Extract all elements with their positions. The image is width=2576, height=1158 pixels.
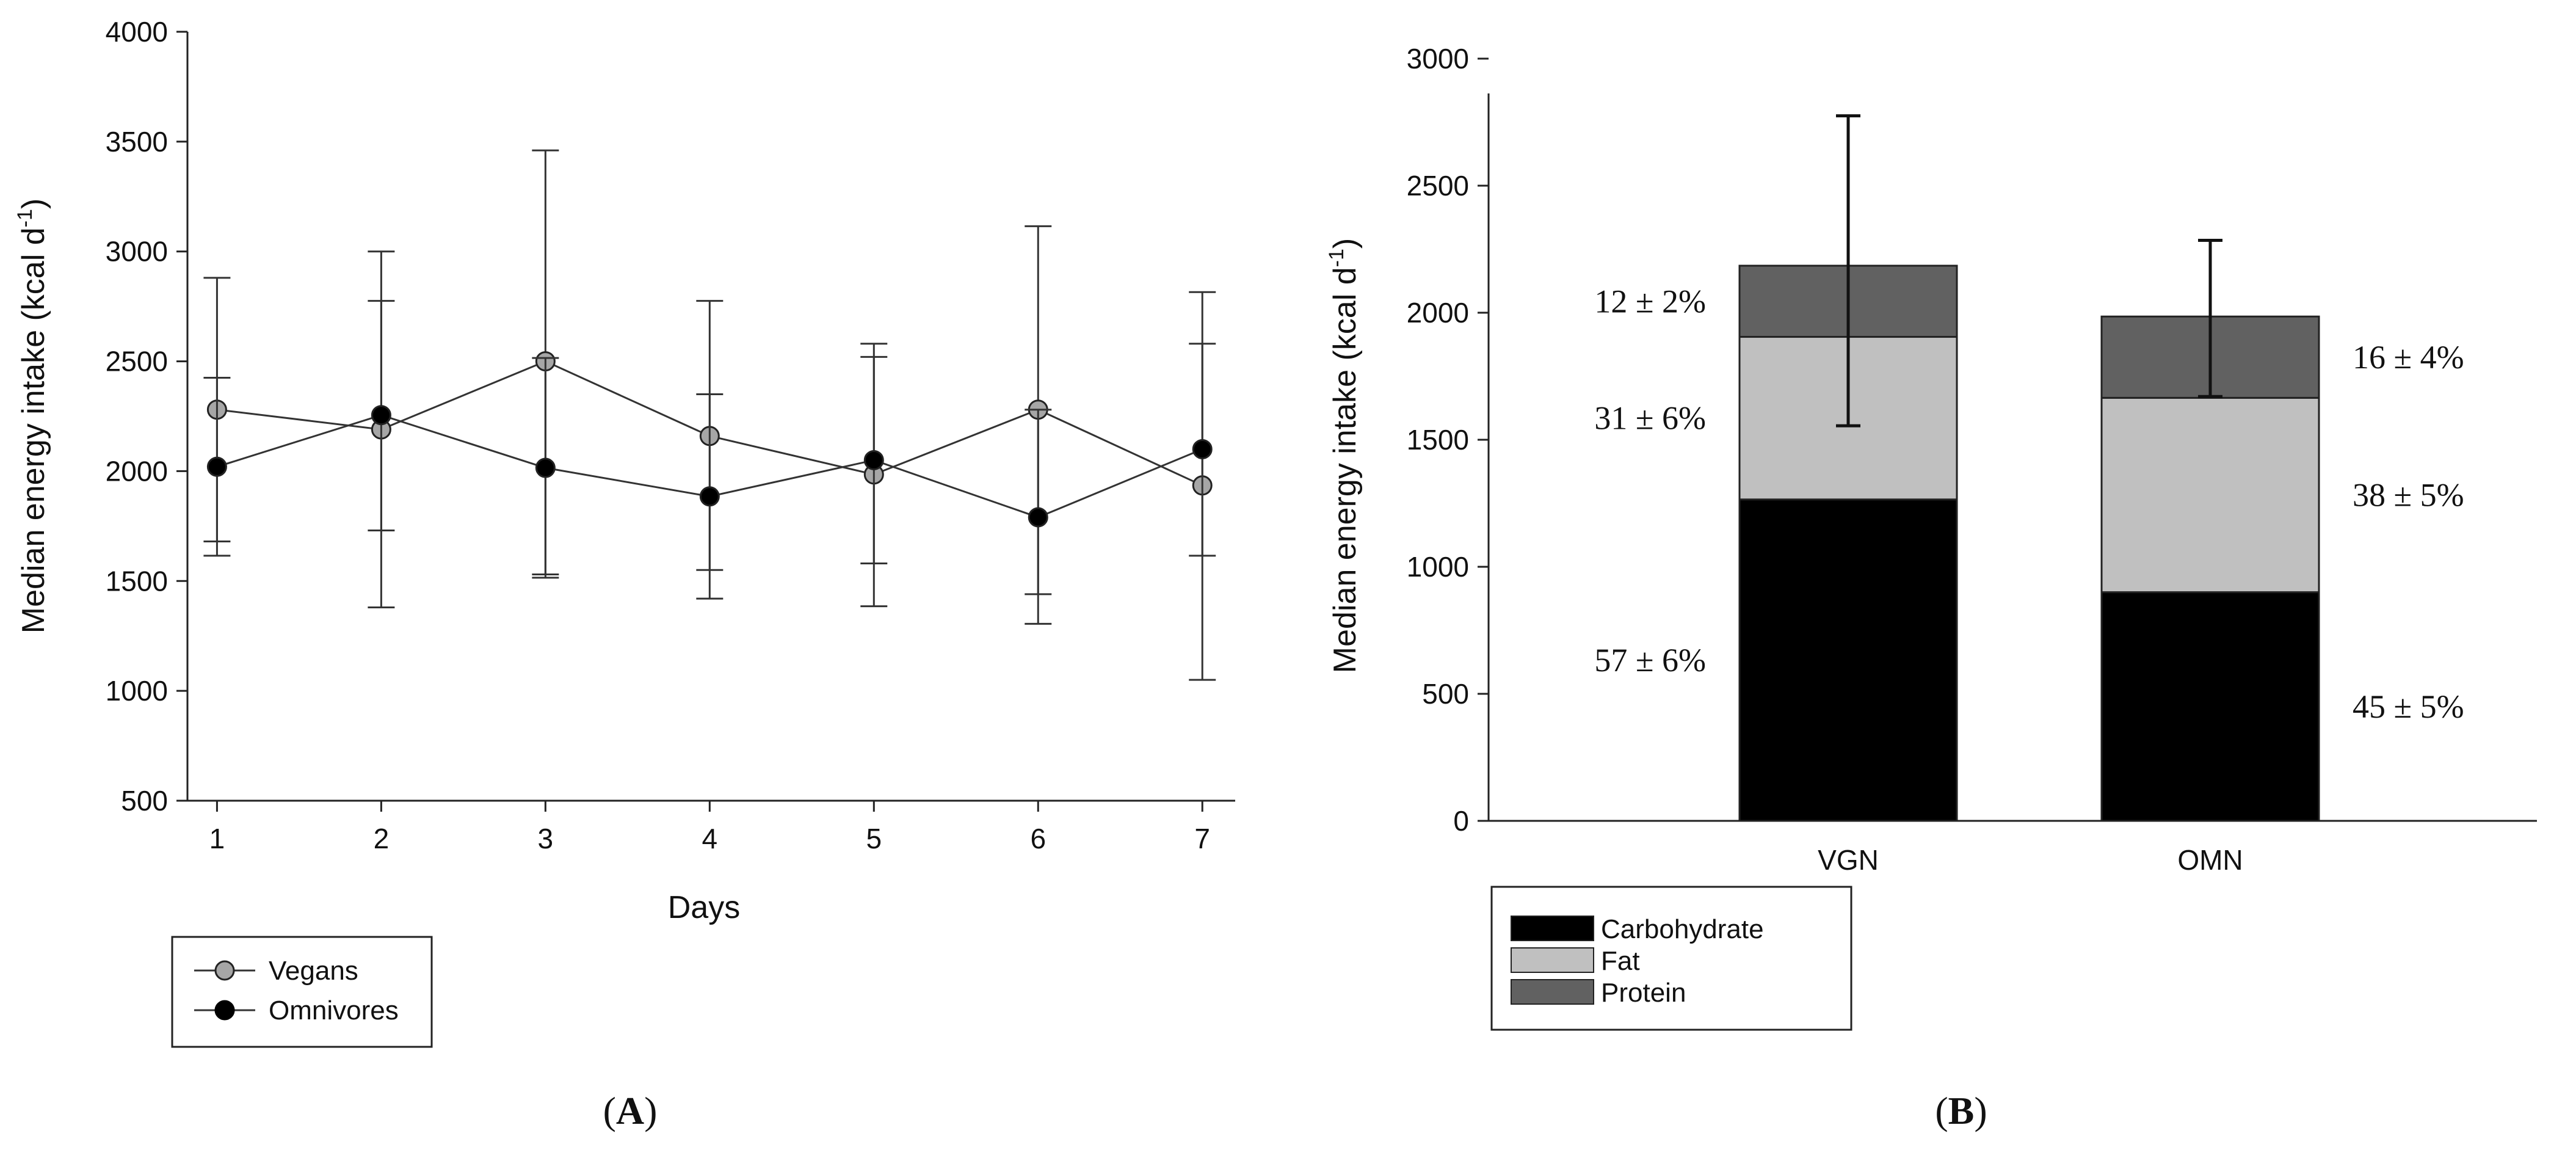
panel-a-legend-box	[171, 936, 433, 1048]
y-tick-label: 4000	[106, 16, 168, 48]
legend-carbohydrate-swatch	[1511, 916, 1594, 941]
panel-b-bars	[1738, 114, 2320, 822]
y-tick-label: 0	[1453, 805, 1469, 837]
x-tick-label: VGN	[1818, 844, 1879, 876]
pct-label-omn-fat: 38 ± 5%	[2353, 476, 2464, 513]
y-tick-label: 3000	[106, 236, 168, 268]
data-point-omnivores	[1192, 439, 1213, 459]
panel-b-x-axis-ticks: VGN OMN	[1818, 844, 2243, 876]
panel-a-y-axis-ticks: 500 1000 1500 2000 2500 3000 3500 4000	[106, 16, 187, 817]
bar-omn-fat	[2100, 396, 2320, 594]
y-tick-label: 500	[1422, 678, 1469, 710]
x-tick-label: 1	[209, 823, 225, 854]
legend-protein-label: Protein	[1601, 978, 1686, 1008]
series-omnivores	[203, 300, 1216, 625]
legend-fat-swatch	[1511, 947, 1594, 973]
y-tick-label: 2500	[106, 346, 168, 377]
panel-a-x-axis-title: Days	[668, 890, 740, 925]
y-tick-label: 3500	[106, 126, 168, 158]
data-point-omnivores	[371, 405, 391, 426]
legend-omnivores-label: Omnivores	[269, 996, 399, 1025]
y-tick-label: 2500	[1407, 170, 1469, 202]
legend-fat-label: Fat	[1601, 946, 1640, 976]
x-tick-label: 4	[702, 823, 718, 854]
bar-vgn-carbohydrate	[1738, 498, 1958, 822]
y-tick-label: 1000	[1407, 551, 1469, 583]
panel-a-series	[203, 149, 1216, 681]
pct-label-omn-protein: 16 ± 4%	[2353, 339, 2464, 376]
legend-carbohydrate-label: Carbohydrate	[1601, 914, 1764, 944]
y-tick-label: 1000	[106, 675, 168, 707]
x-tick-label: 2	[374, 823, 390, 854]
data-point-omnivores	[699, 486, 720, 507]
panel-a-x-axis-ticks: 1 2 3 4 5 6 7	[209, 801, 1210, 854]
bar-omn-carbohydrate	[2100, 591, 2320, 822]
y-tick-label: 2000	[1407, 297, 1469, 329]
pct-label-omn-carbohydrate: 45 ± 5%	[2353, 688, 2464, 725]
data-point-omnivores	[863, 450, 884, 470]
y-tick-label: 1500	[106, 565, 168, 597]
panel-b-percentage-labels: 57 ± 6% 31 ± 6% 12 ± 2% 45 ± 5% 38 ± 5% 16 ± …	[1594, 283, 2464, 725]
data-point-omnivores	[535, 457, 556, 478]
y-tick-label: 1500	[1407, 424, 1469, 456]
legend-vegans-label: Vegans	[269, 956, 358, 986]
x-tick-label: 6	[1030, 823, 1046, 854]
legend-vegans-marker	[214, 960, 235, 981]
y-tick-label: 500	[121, 785, 168, 817]
pct-label-vgn-protein: 12 ± 2%	[1594, 283, 1706, 319]
x-tick-label: 3	[538, 823, 554, 854]
panel-b-legend: Carbohydrate Fat Protein	[1490, 886, 1852, 1031]
y-tick-label: 3000	[1407, 43, 1469, 75]
x-tick-label: OMN	[2177, 844, 2243, 876]
panel-a-label: (A)	[603, 1089, 658, 1132]
panel-b-y-axis-ticks: 0 500 1000 1500 2000 2500 3000	[1407, 43, 1489, 837]
pct-label-vgn-carbohydrate: 57 ± 6%	[1594, 642, 1706, 679]
panel-b-label: (B)	[1935, 1089, 1987, 1132]
panel-b-legend-box	[1490, 886, 1852, 1031]
legend-omnivores-marker	[214, 1000, 235, 1021]
panel-a-y-axis-title: Median energy intake (kcal d-1)	[13, 198, 51, 633]
pct-label-vgn-fat: 31 ± 6%	[1594, 400, 1706, 437]
legend-protein-swatch	[1511, 979, 1594, 1005]
panel-a-legend: Vegans Omnivores	[171, 936, 433, 1048]
data-point-omnivores	[206, 456, 227, 477]
x-tick-label: 7	[1194, 823, 1210, 854]
panel-b-y-axis-title: Median energy intake (kcal d-1)	[1325, 238, 1363, 673]
data-point-omnivores	[1028, 507, 1048, 528]
y-tick-label: 2000	[106, 455, 168, 487]
x-tick-label: 5	[866, 823, 882, 854]
panel-b-stacked-bar-chart: 0 500 1000 1500 2000 2500 3000 57 ± 6% 31 ± 6% 1…	[1325, 43, 2537, 1132]
